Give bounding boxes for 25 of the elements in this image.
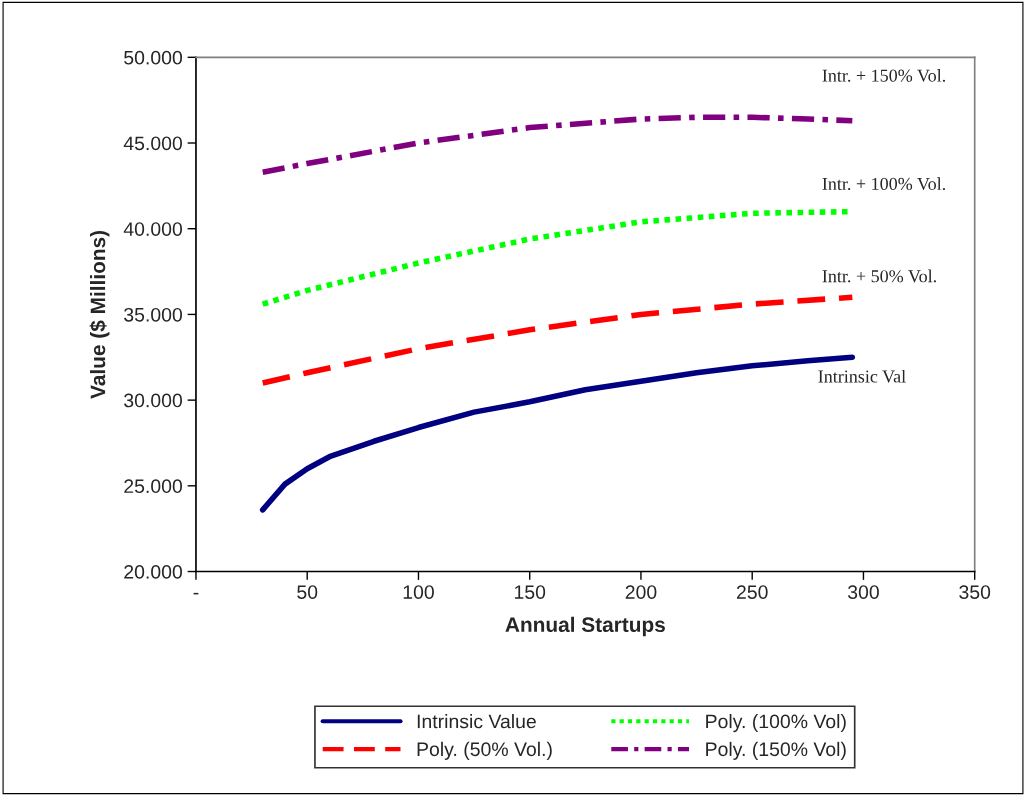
y-tick-label: 25.000	[124, 479, 183, 494]
x-tick-label: 300	[847, 585, 879, 600]
annotation: Intrinsic Val	[818, 369, 906, 383]
legend-label: Intrinsic Value	[417, 714, 536, 729]
x-tick-label: 50	[297, 585, 318, 600]
x-tick-label: 100	[403, 585, 434, 600]
legend-label: Poly. (50% Vol.)	[417, 741, 552, 760]
y-tick-label: 30.000	[124, 393, 183, 408]
y-tick-label: 20.000	[124, 565, 183, 579]
y-axis-title: Value ($ Millions)	[89, 230, 110, 399]
y-tick-label: 40.000	[123, 222, 183, 236]
x-tick-label: 250	[736, 585, 768, 600]
x-tick-label: 200	[625, 585, 657, 600]
x-tick-label: 150	[514, 585, 546, 600]
y-tick-label: 45.000	[123, 136, 183, 151]
annotation: Intr. + 50% Vol.	[822, 269, 936, 283]
legend-label: Poly. (100% Vol)	[706, 714, 846, 733]
legend-label: Poly. (150% Vol)	[706, 741, 846, 760]
x-tick-label: -	[193, 592, 199, 595]
x-tick-label: 350	[959, 585, 991, 600]
annotation: Intr. + 150% Vol.	[822, 69, 946, 82]
y-tick-label: 50.000	[124, 50, 183, 65]
annotation: Intr. + 100% Vol.	[822, 177, 946, 191]
x-axis-title: Annual Startups	[505, 616, 665, 637]
y-tick-label: 35.000	[124, 307, 183, 322]
